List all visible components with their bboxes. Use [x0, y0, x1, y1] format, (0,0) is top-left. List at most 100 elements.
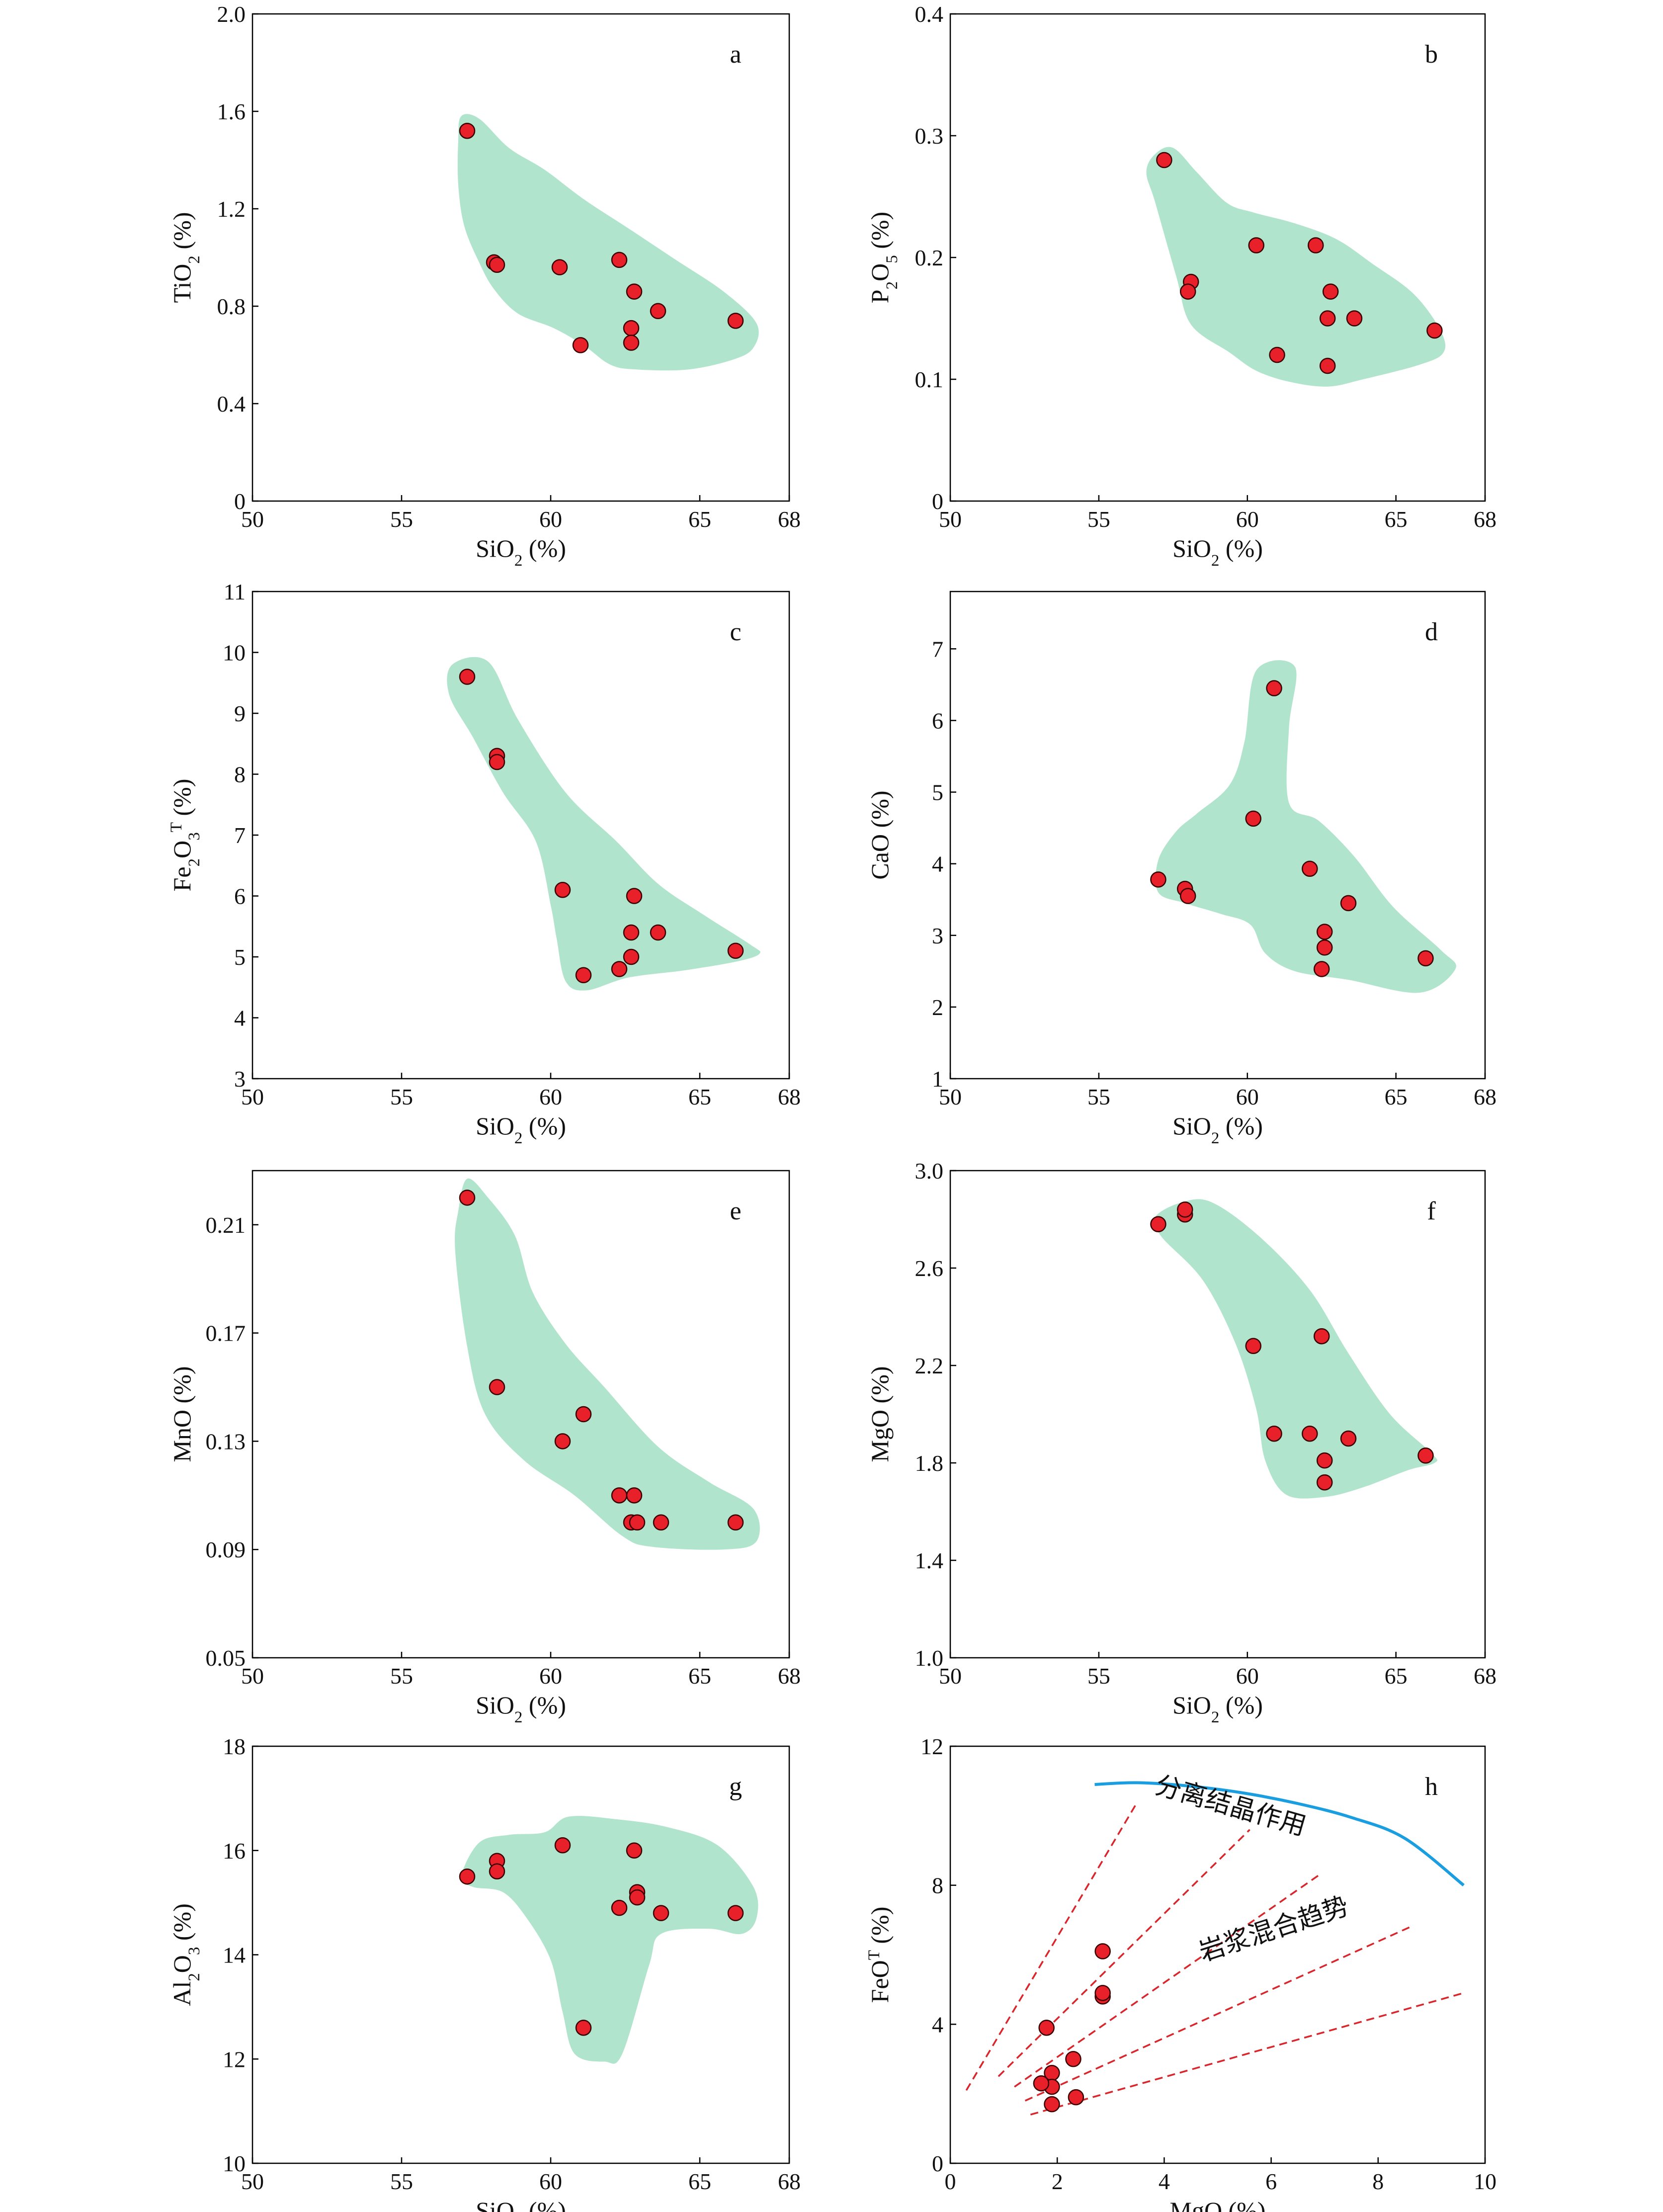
x-tick-label: 50 — [241, 1663, 264, 1689]
y-tick-label: 16 — [223, 1838, 246, 1864]
data-point — [1319, 357, 1336, 374]
data-point — [554, 1837, 571, 1854]
y-tick-label: 6 — [932, 708, 943, 733]
y-tick-label: 4 — [932, 851, 943, 877]
data-point — [1340, 895, 1357, 912]
data-point — [727, 313, 744, 329]
data-point — [1417, 950, 1434, 967]
data-point — [650, 303, 666, 320]
y-tick-label: 3 — [932, 923, 943, 948]
data-point — [653, 1905, 669, 1921]
x-tick-label: 50 — [939, 507, 962, 532]
data-point — [459, 669, 476, 685]
y-tick-label: 4 — [234, 1006, 246, 1031]
data-point — [626, 283, 643, 300]
sample-field-g — [461, 1816, 758, 2064]
y-tick-label: 1.6 — [217, 99, 246, 124]
x-tick-label: 55 — [390, 1084, 413, 1109]
data-point — [1316, 1474, 1333, 1491]
plot-frame — [949, 591, 1486, 1080]
sample-field-a — [457, 114, 759, 371]
y-tick-label: 0 — [932, 2151, 943, 2176]
data-point — [629, 1889, 646, 1906]
data-point — [611, 961, 628, 977]
x-tick-label: 55 — [390, 2169, 413, 2194]
sample-field-b — [1146, 147, 1446, 387]
data-point — [611, 252, 628, 268]
data-point — [626, 888, 643, 904]
data-point — [653, 1514, 669, 1531]
y-tick-label: 12 — [223, 2046, 246, 2072]
data-point — [1269, 346, 1285, 363]
x-tick-label: 2 — [1052, 2169, 1063, 2194]
mixing-trend-line-2 — [998, 1829, 1250, 2077]
data-point — [623, 948, 640, 965]
data-point — [554, 1433, 571, 1449]
y-axis-label: CaO (%) — [866, 790, 894, 879]
data-point — [459, 122, 476, 139]
x-tick-label: 50 — [241, 1084, 264, 1109]
data-point — [572, 337, 589, 353]
x-tick-label: 50 — [939, 1084, 962, 1109]
y-tick-label: 1.2 — [217, 196, 246, 222]
data-point — [629, 1514, 646, 1531]
panel-e: 50 55 60 65 68 0.05 0.09 0.13 0.17 0.21 SiO2 (%) Mn… — [168, 1170, 801, 1726]
x-tick-label: 65 — [1385, 507, 1408, 532]
data-point — [489, 256, 505, 273]
x-tick-label: 60 — [1236, 507, 1259, 532]
x-tick-label: 60 — [539, 2169, 562, 2194]
y-tick-label: 3.0 — [915, 1158, 944, 1184]
y-tick-label: 0.1 — [915, 367, 944, 392]
data-point — [1346, 310, 1363, 327]
x-axis-label: SiO2 (%) — [476, 2197, 566, 2212]
data-point — [1156, 152, 1172, 169]
plot-frame — [251, 1745, 790, 2164]
y-tick-label: 3 — [234, 1066, 246, 1092]
data-point — [1417, 1447, 1434, 1464]
data-point — [1150, 1216, 1166, 1233]
y-tick-label: 0.4 — [217, 391, 246, 417]
panel-letter: c — [730, 618, 741, 646]
data-point — [611, 1487, 628, 1504]
data-point — [1308, 237, 1324, 254]
y-tick-label: 0.3 — [915, 123, 944, 149]
y-tick-label: 0.05 — [206, 1645, 246, 1671]
y-tick-label: 0 — [932, 489, 943, 514]
x-tick-label: 65 — [1385, 1084, 1408, 1109]
data-point — [1248, 237, 1264, 254]
y-tick-label: 1.0 — [915, 1645, 944, 1671]
x-tick-label: 68 — [778, 2169, 801, 2194]
data-point — [551, 259, 568, 275]
x-tick-label: 8 — [1372, 2169, 1384, 2194]
data-point — [1313, 1328, 1330, 1345]
data-point — [1245, 1338, 1261, 1355]
data-point — [626, 1487, 643, 1504]
x-tick-label: 50 — [241, 2169, 264, 2194]
data-point — [727, 942, 744, 959]
plot-frame — [949, 1170, 1486, 1659]
panel-letter: a — [730, 40, 741, 69]
mixing-label: 岩浆混合趋势 — [1196, 1892, 1352, 1967]
data-point — [727, 1514, 744, 1531]
sample-field-e — [455, 1178, 760, 1550]
panel-c: 50 55 60 65 68 3 4 5 6 7 8 9 10 11 SiO2 (%) Fe2O3T (%) c — [167, 579, 801, 1147]
data-point — [1426, 322, 1443, 339]
x-axis-label: SiO2 (%) — [476, 1691, 566, 1726]
data-point — [554, 882, 571, 898]
data-point — [1245, 810, 1261, 827]
x-axis-label: SiO2 (%) — [1172, 1112, 1263, 1147]
y-tick-label: 1.4 — [915, 1548, 944, 1573]
data-point — [1266, 1425, 1282, 1442]
panel-letter: b — [1425, 40, 1438, 69]
fractionation-label: 分离结晶作用 — [1152, 1771, 1309, 1841]
data-point — [1176, 1201, 1193, 1218]
data-point — [1094, 1985, 1111, 2001]
data-point — [489, 1863, 505, 1879]
x-tick-label: 60 — [539, 1663, 562, 1689]
data-point — [623, 924, 640, 941]
data-point — [1179, 283, 1196, 300]
panel-letter: f — [1427, 1197, 1436, 1225]
panel-letter: h — [1425, 1773, 1438, 1801]
y-axis-label: TiO2 (%) — [168, 212, 203, 303]
